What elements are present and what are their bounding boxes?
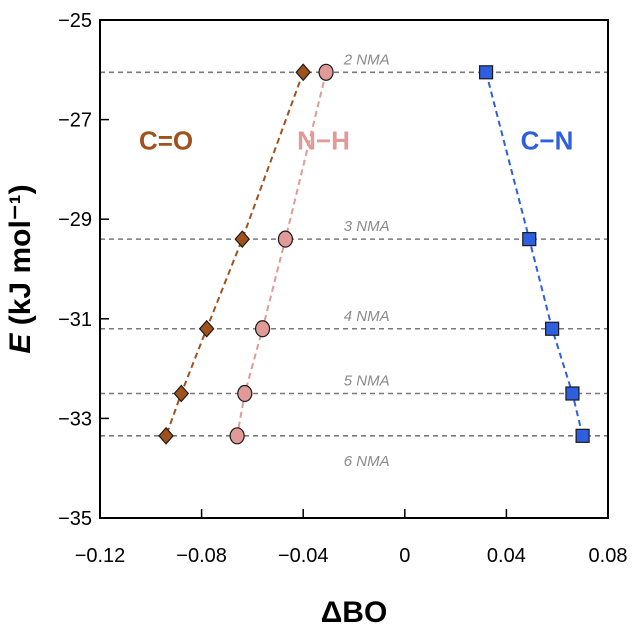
- y-axis-unit: (kJ mol⁻¹): [4, 184, 37, 333]
- data-point-square: [478, 65, 494, 80]
- data-point-circle: [318, 63, 334, 81]
- plot-frame: [99, 19, 609, 519]
- series-label: C=O: [139, 125, 193, 155]
- data-point-circle: [277, 230, 294, 248]
- series-label: C−N: [521, 125, 574, 155]
- data-point-circle: [254, 320, 271, 338]
- y-tick-label: −25: [58, 10, 92, 32]
- y-tick-label: −27: [58, 110, 92, 132]
- data-point-square: [575, 428, 590, 443]
- reference-line-label: 5 NMA: [344, 373, 390, 390]
- data-point-circle: [237, 384, 253, 403]
- data-point-square: [545, 321, 560, 336]
- x-tick-label: −0.12: [75, 545, 126, 567]
- axis-ticks: −0.12 −0.08 −0.04 0 0.04 0.08 −25 −27 −29 −31 −33 −…: [58, 10, 627, 567]
- x-tick-label: 0: [399, 545, 410, 567]
- series-0: C=O: [139, 63, 311, 445]
- reference-line-label: 2 NMA: [343, 51, 390, 68]
- reference-line-label: 3 NMA: [344, 218, 390, 235]
- series-layer: C=O N−H C−N: [139, 63, 590, 445]
- reference-lines: 2 NMA 3 NMA 4 NMA 5 NMA 6 NMA: [100, 51, 608, 470]
- reference-line-label: 6 NMA: [344, 453, 390, 470]
- series-2: C−N: [478, 65, 590, 443]
- data-point-diamond: [234, 230, 251, 249]
- y-tick-label: −35: [58, 508, 92, 530]
- x-tick-label: 0.08: [589, 545, 628, 567]
- data-point-diamond: [158, 426, 174, 445]
- y-tick-label: −29: [58, 209, 92, 231]
- data-point-circle: [229, 427, 245, 445]
- x-tick-label: −0.08: [176, 545, 227, 567]
- data-point-square: [522, 232, 537, 247]
- data-point-diamond: [173, 384, 190, 403]
- series-label: N−H: [297, 125, 350, 155]
- y-tick-label: −31: [58, 309, 92, 331]
- data-point-diamond: [198, 319, 215, 338]
- x-axis-title: ΔBO: [321, 596, 388, 629]
- data-point-diamond: [295, 63, 311, 82]
- x-tick-label: 0.04: [487, 545, 526, 567]
- data-point-square: [565, 386, 580, 401]
- reference-line-label: 4 NMA: [344, 308, 390, 325]
- y-axis-title: E (kJ mol⁻¹): [4, 184, 37, 353]
- series-1: N−H: [229, 63, 350, 445]
- x-tick-label: −0.04: [278, 545, 329, 567]
- y-axis-symbol: E: [4, 333, 37, 354]
- y-tick-label: −33: [58, 408, 92, 430]
